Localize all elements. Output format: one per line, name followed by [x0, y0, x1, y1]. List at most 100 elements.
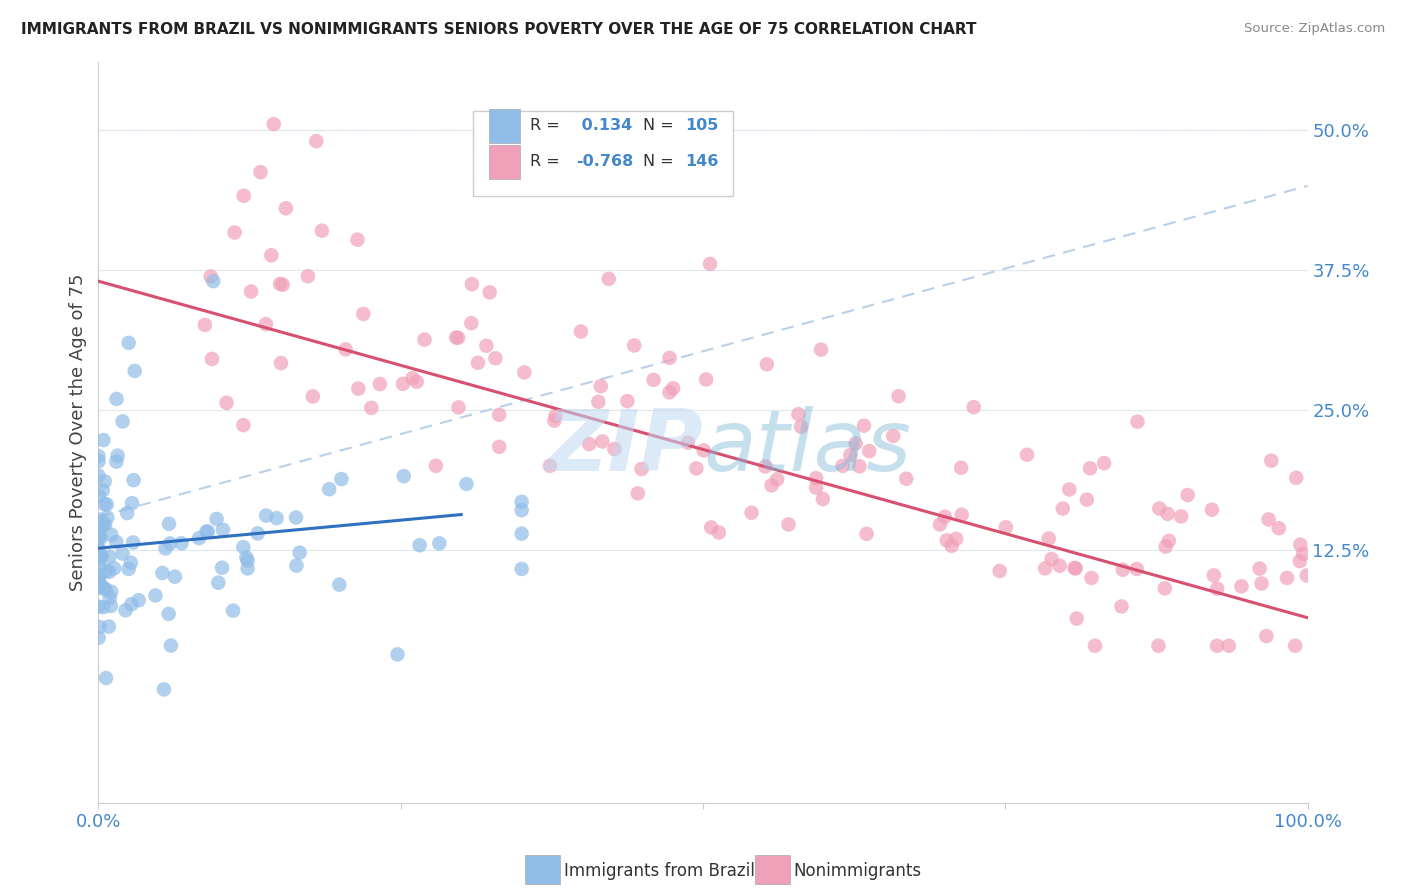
- Point: [598, 272, 620, 286]
- Point: [658, 351, 681, 365]
- Point: [630, 462, 652, 476]
- Point: [941, 539, 963, 553]
- Point: [467, 356, 489, 370]
- Point: [170, 536, 193, 550]
- Point: [288, 546, 311, 560]
- Point: [328, 577, 350, 591]
- Point: [810, 343, 832, 357]
- Point: [330, 472, 353, 486]
- Point: [896, 472, 918, 486]
- Point: [93, 433, 115, 447]
- Point: [254, 508, 277, 523]
- Point: [1289, 538, 1312, 552]
- Point: [87, 568, 110, 582]
- Point: [950, 460, 973, 475]
- Point: [335, 343, 357, 357]
- Point: [538, 458, 561, 473]
- Point: [195, 524, 218, 539]
- Point: [89, 528, 111, 542]
- Text: IMMIGRANTS FROM BRAZIL VS NONIMMIGRANTS SENIORS POVERTY OVER THE AGE OF 75 CORRE: IMMIGRANTS FROM BRAZIL VS NONIMMIGRANTS …: [21, 22, 977, 37]
- Point: [87, 541, 110, 556]
- Point: [591, 434, 613, 449]
- Point: [269, 277, 291, 291]
- Point: [90, 578, 112, 592]
- Point: [444, 330, 467, 344]
- Point: [1218, 639, 1240, 653]
- Point: [510, 503, 533, 517]
- Point: [1206, 582, 1229, 596]
- Point: [858, 444, 880, 458]
- Point: [87, 527, 110, 541]
- Point: [475, 339, 498, 353]
- Point: [1015, 448, 1038, 462]
- Point: [569, 325, 592, 339]
- FancyBboxPatch shape: [526, 855, 561, 884]
- Point: [201, 351, 224, 366]
- Point: [96, 497, 118, 511]
- Text: Source: ZipAtlas.com: Source: ZipAtlas.com: [1244, 22, 1385, 36]
- Point: [413, 333, 436, 347]
- Point: [93, 518, 115, 533]
- Point: [1149, 501, 1171, 516]
- Point: [1063, 561, 1085, 575]
- Point: [311, 224, 333, 238]
- Text: ZIP: ZIP: [546, 406, 703, 489]
- Point: [950, 508, 973, 522]
- Point: [212, 523, 235, 537]
- Point: [513, 366, 536, 380]
- Point: [408, 538, 430, 552]
- Point: [100, 599, 122, 613]
- Text: N =: N =: [643, 118, 679, 133]
- Point: [1250, 576, 1272, 591]
- Point: [804, 471, 827, 485]
- Point: [105, 392, 128, 406]
- Point: [1292, 547, 1315, 561]
- Point: [236, 561, 259, 575]
- Point: [87, 531, 110, 545]
- Point: [484, 351, 506, 366]
- Point: [200, 269, 222, 284]
- Text: R =: R =: [530, 154, 560, 169]
- Point: [91, 600, 114, 615]
- Point: [197, 524, 219, 539]
- Point: [90, 549, 112, 564]
- Point: [1033, 561, 1056, 575]
- FancyBboxPatch shape: [489, 109, 520, 143]
- Point: [87, 541, 110, 556]
- Point: [211, 560, 233, 574]
- Point: [89, 512, 111, 526]
- Point: [159, 536, 181, 550]
- Point: [1249, 561, 1271, 575]
- Point: [578, 437, 600, 451]
- Point: [692, 443, 714, 458]
- Point: [488, 440, 510, 454]
- Point: [1284, 639, 1306, 653]
- Text: Immigrants from Brazil: Immigrants from Brazil: [564, 862, 755, 880]
- Point: [270, 356, 292, 370]
- Y-axis label: Seniors Poverty Over the Age of 75: Seniors Poverty Over the Age of 75: [69, 274, 87, 591]
- Point: [935, 533, 957, 548]
- Point: [235, 550, 257, 565]
- Point: [754, 459, 776, 474]
- Point: [249, 165, 271, 179]
- Point: [94, 671, 117, 685]
- Point: [240, 285, 263, 299]
- Point: [392, 469, 415, 483]
- Point: [510, 562, 533, 576]
- Point: [882, 429, 904, 443]
- Point: [305, 134, 328, 148]
- Point: [117, 562, 139, 576]
- Point: [447, 331, 470, 345]
- Point: [1206, 639, 1229, 653]
- Text: 0.134: 0.134: [576, 118, 633, 133]
- Point: [811, 491, 834, 506]
- Point: [685, 461, 707, 475]
- Point: [122, 473, 145, 487]
- Point: [460, 316, 482, 330]
- Point: [122, 535, 145, 549]
- Point: [103, 561, 125, 575]
- Point: [1078, 461, 1101, 475]
- Point: [839, 448, 862, 462]
- Point: [603, 442, 626, 456]
- Point: [120, 556, 142, 570]
